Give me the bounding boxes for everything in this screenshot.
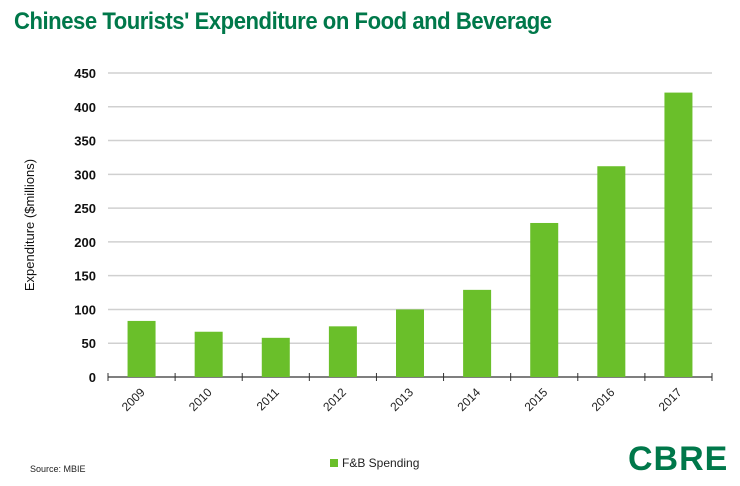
bar xyxy=(261,337,290,377)
legend: F&B Spending xyxy=(330,456,419,470)
x-tick-label: 2010 xyxy=(186,385,215,414)
y-tick-label: 300 xyxy=(74,167,96,182)
y-tick-label: 100 xyxy=(74,302,96,317)
bar xyxy=(530,222,559,377)
source-note: Source: MBIE xyxy=(30,464,86,474)
chart-title: Chinese Tourists' Expenditure on Food an… xyxy=(14,8,552,35)
legend-label: F&B Spending xyxy=(342,456,420,470)
cbre-logo: CBRE xyxy=(628,440,729,478)
bar xyxy=(194,331,223,377)
x-tick-label: 2012 xyxy=(320,385,349,414)
y-tick-label: 250 xyxy=(74,201,96,216)
x-tick-label: 2016 xyxy=(589,385,618,414)
y-tick-label: 350 xyxy=(74,134,96,149)
y-tick-label: 400 xyxy=(74,100,96,115)
y-tick-label: 200 xyxy=(74,235,96,250)
x-tick-label: 2017 xyxy=(656,385,685,414)
bar xyxy=(664,92,693,377)
bar xyxy=(396,309,424,377)
x-tick-label: 2011 xyxy=(254,385,282,413)
bar xyxy=(597,166,626,377)
x-tick-label: 2013 xyxy=(387,385,416,414)
y-tick-label: 150 xyxy=(74,269,96,284)
y-tick-label: 50 xyxy=(82,336,96,351)
x-tick-label: 2014 xyxy=(454,385,483,414)
bar xyxy=(328,326,357,377)
x-tick-label: 2009 xyxy=(119,385,148,414)
bar xyxy=(127,320,156,377)
legend-swatch xyxy=(330,459,338,467)
y-axis-label: Expenditure ($millions) xyxy=(22,159,37,291)
x-tick-label: 2015 xyxy=(522,385,551,414)
y-tick-label: 450 xyxy=(74,66,96,81)
y-tick-label: 0 xyxy=(89,370,96,385)
bar xyxy=(463,289,492,377)
